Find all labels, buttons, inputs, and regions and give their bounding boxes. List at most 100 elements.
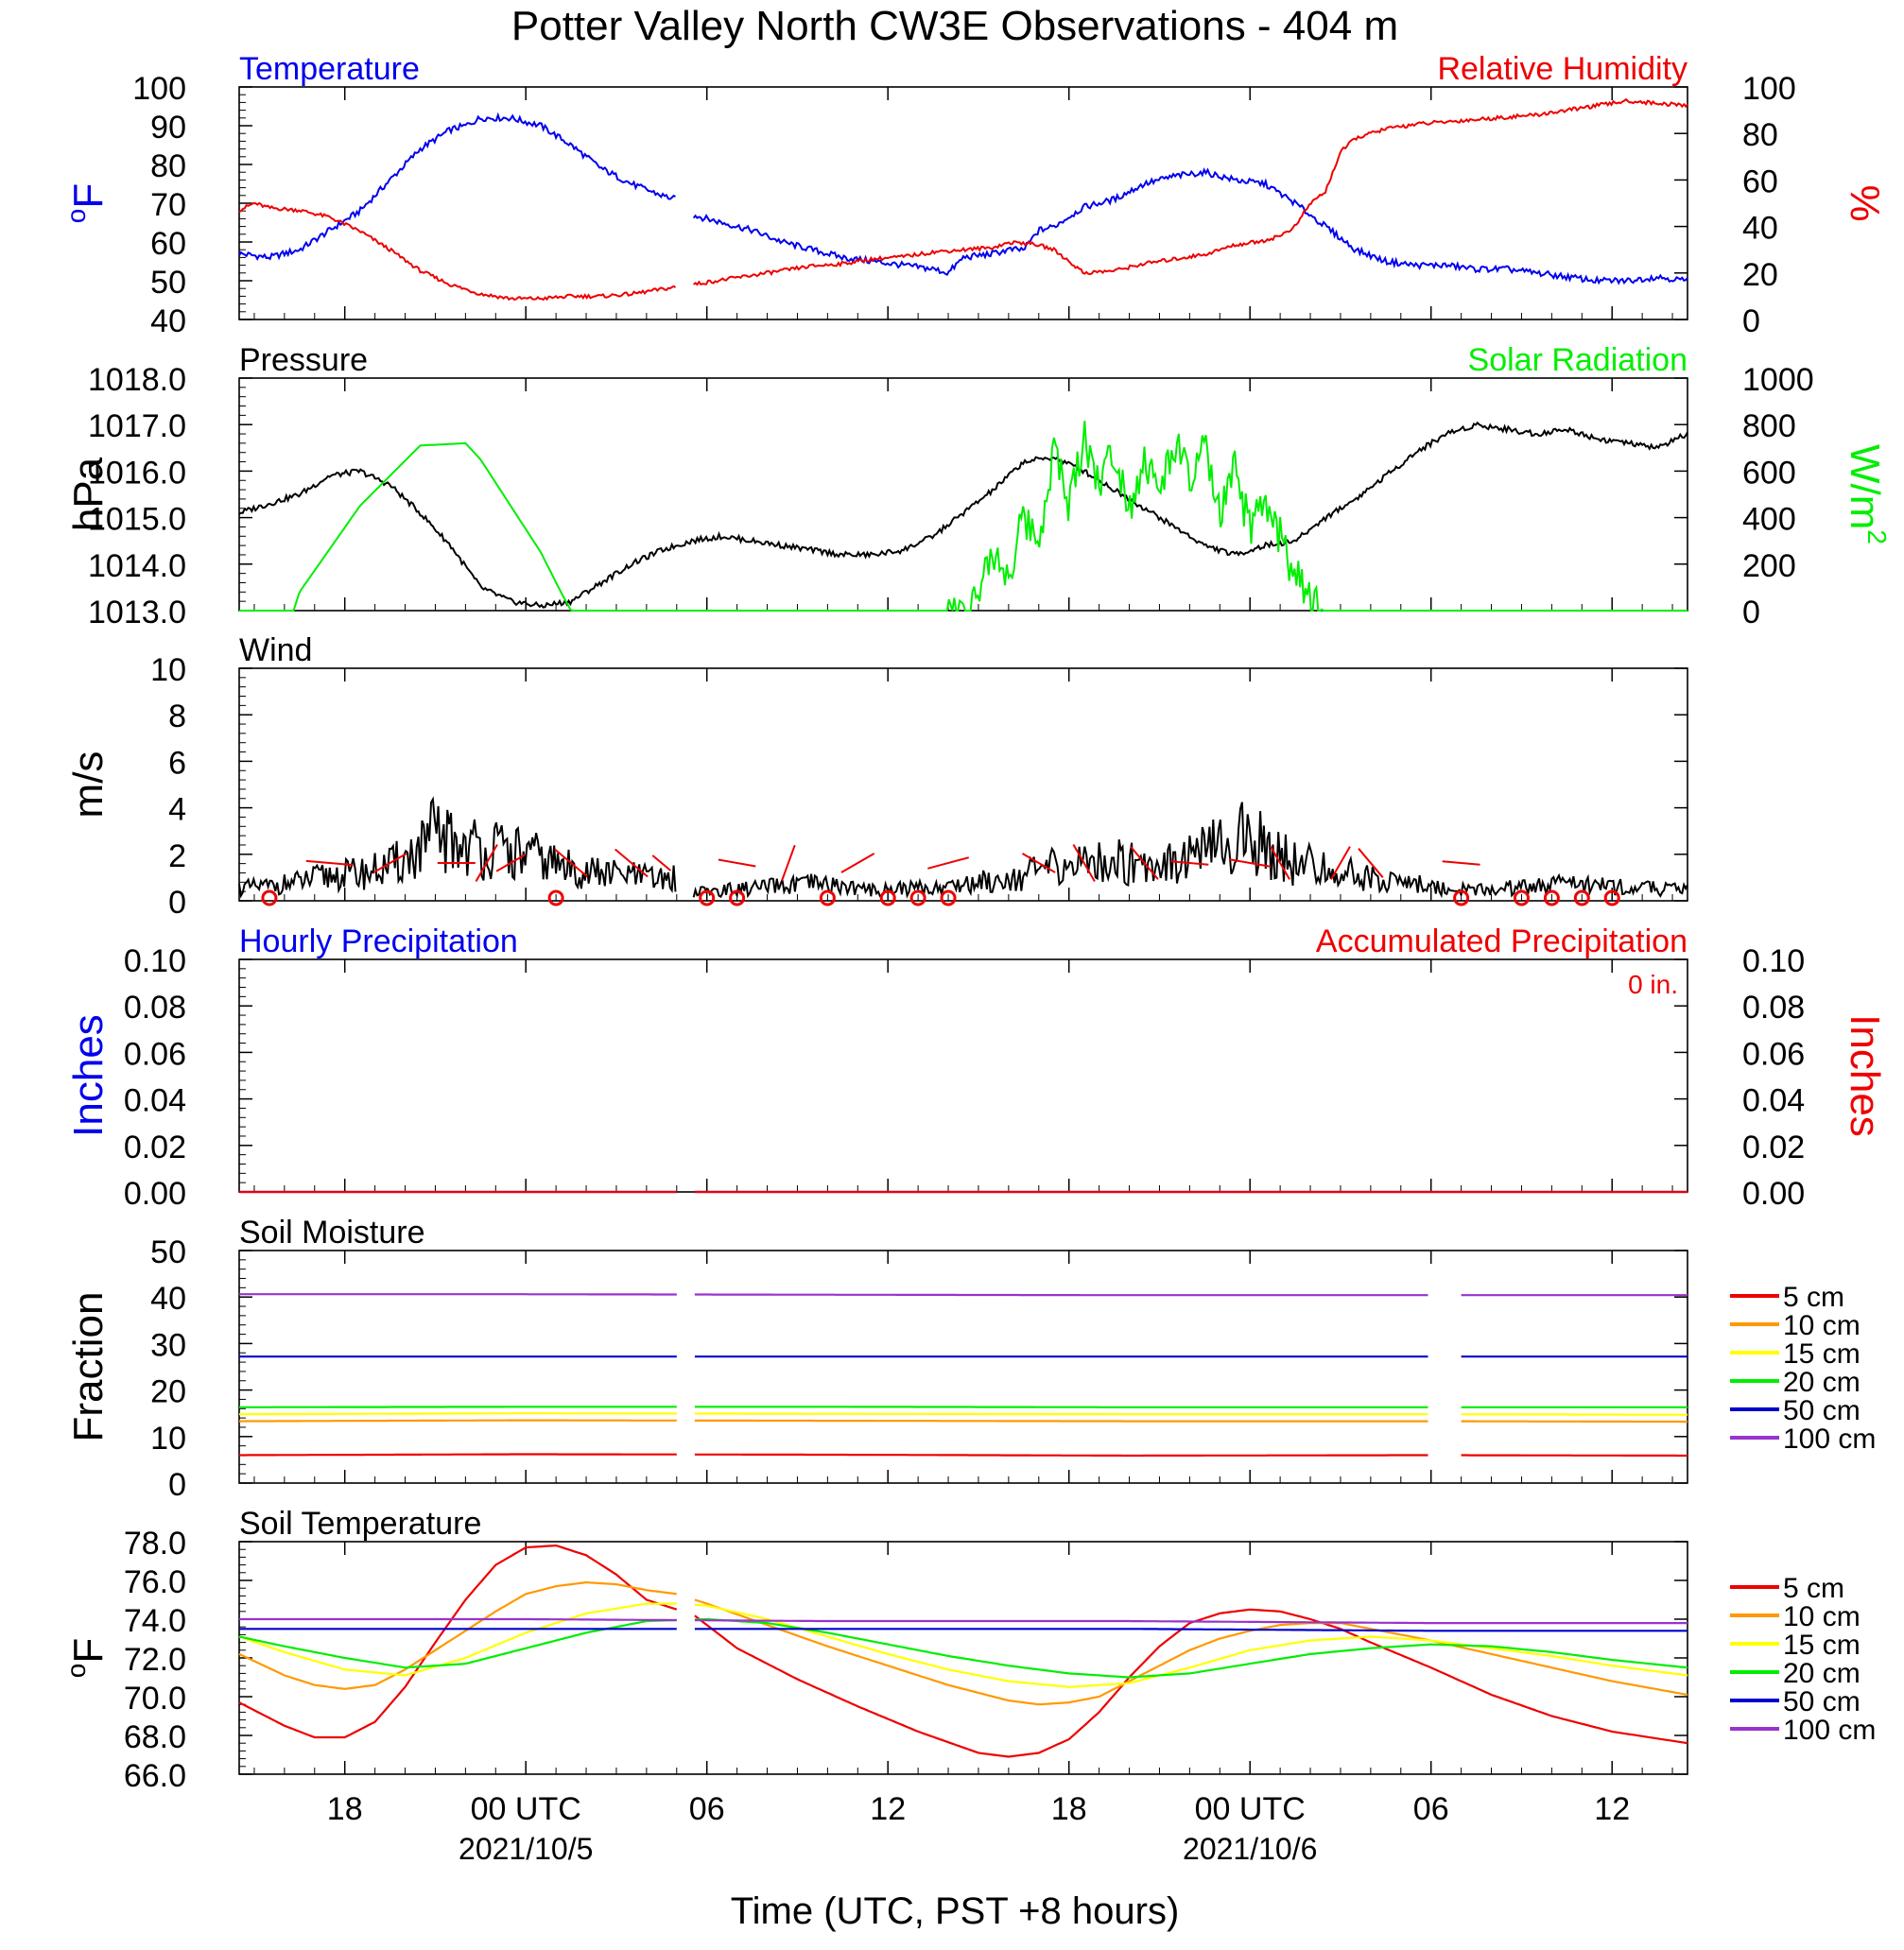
y-tick-label-left: 0.00 <box>124 1176 186 1212</box>
y-tick-label-left: 0 <box>168 1467 186 1503</box>
wind-barb <box>718 858 756 868</box>
y-tick-label-left: 6 <box>168 745 186 781</box>
y-axis-label-right: Inches <box>1842 1014 1888 1137</box>
y-tick-label-left: 10 <box>150 652 186 688</box>
wind-calm-circle <box>1453 889 1470 906</box>
wind-barb <box>614 848 649 878</box>
y-tick-label-right: 0.08 <box>1742 990 1805 1026</box>
y-tick-label-left: 1014.0 <box>88 548 186 584</box>
legend-label: 5 cm <box>1783 1282 1844 1313</box>
y-tick-label-left: 10 <box>150 1421 186 1457</box>
y-axis-label-left: oF <box>61 183 112 223</box>
x-tick-label: 18 <box>1051 1791 1087 1827</box>
x-tick-label: 00 UTC <box>471 1791 581 1827</box>
x-axis-label: Time (UTC, PST +8 hours) <box>731 1890 1180 1932</box>
legend-label: 50 cm <box>1783 1686 1861 1717</box>
series-line-10-cm <box>239 1419 1688 1424</box>
y-tick-label-right: 0.00 <box>1742 1176 1805 1212</box>
series-line-pressure <box>238 421 1688 609</box>
y-tick-label-left: 60 <box>150 226 186 262</box>
y-tick-label-right: 1000 <box>1742 362 1814 398</box>
panel-frame <box>238 1250 1688 1484</box>
wind-barb <box>1358 848 1384 878</box>
wind-barb <box>475 844 498 882</box>
wind-barb <box>927 856 970 870</box>
y-tick-label-left: 40 <box>150 303 186 339</box>
y-axis-label-left: hPa <box>65 457 112 531</box>
y-tick-label-left: 30 <box>150 1327 186 1363</box>
y-tick-label-left: 100 <box>132 71 186 107</box>
panel-wind: 0 2 4 6 8 10 Wind m/s <box>65 632 1688 921</box>
panel-title-left: Pressure <box>239 342 368 378</box>
series-line-50-cm <box>239 1628 1688 1632</box>
series-line-5-cm <box>239 1453 1688 1458</box>
y-tick-label-right: 0 <box>1742 303 1760 339</box>
y-tick-label-right: 100 <box>1742 71 1796 107</box>
y-tick-label-left: 1018.0 <box>88 362 186 398</box>
wind-barb <box>1442 860 1480 866</box>
wind-calm-circle <box>879 889 896 906</box>
y-tick-label-left: 80 <box>150 148 186 184</box>
y-tick-label-left: 90 <box>150 110 186 146</box>
y-tick-label-left: 1015.0 <box>88 502 186 538</box>
panel-title-left: Soil Moisture <box>239 1215 425 1251</box>
wind-barb <box>651 854 672 871</box>
y-axis-label-right: % <box>1842 184 1888 221</box>
y-tick-label-left: 1016.0 <box>88 455 186 491</box>
wind-barb <box>840 853 875 873</box>
y-tick-label-left: 50 <box>150 1234 186 1270</box>
y-tick-label-right: 0 <box>1742 595 1760 630</box>
series-line-15-cm <box>238 1602 1688 1688</box>
wind-barb <box>1072 844 1096 882</box>
y-tick-label-left: 20 <box>150 1374 186 1410</box>
wind-barb <box>781 844 796 882</box>
x-tick-label: 06 <box>689 1791 725 1827</box>
panel-title-left: Wind <box>239 632 312 668</box>
y-tick-label-left: 50 <box>150 265 186 301</box>
y-tick-label-right: 400 <box>1742 502 1796 538</box>
y-axis-label-left: Inches <box>65 1014 112 1137</box>
wind-barb <box>1270 846 1290 880</box>
panel-title-left: Hourly Precipitation <box>239 923 518 959</box>
y-tick-label-left: 8 <box>168 699 186 734</box>
legend-label: 10 cm <box>1783 1601 1861 1632</box>
x-tick-date-label: 2021/10/5 <box>459 1832 593 1866</box>
series-line-15-cm <box>239 1412 1688 1416</box>
wind-calm-circle <box>1513 889 1530 906</box>
y-tick-label-left: 0.04 <box>124 1083 186 1119</box>
y-tick-label-right: 80 <box>1742 117 1778 153</box>
wind-calm-circle <box>909 889 926 906</box>
x-tick-label: 06 <box>1413 1791 1449 1827</box>
x-tick-date-label: 2021/10/6 <box>1183 1832 1317 1866</box>
series-line-5-cm <box>238 1544 1688 1758</box>
x-tick-label: 12 <box>870 1791 906 1827</box>
y-axis-label-right: W/m2 <box>1842 444 1892 544</box>
x-tick-label: 18 <box>327 1791 363 1827</box>
legend-label: 10 cm <box>1783 1310 1861 1341</box>
y-tick-label-right: 800 <box>1742 408 1796 444</box>
wind-barb <box>1170 860 1209 866</box>
y-tick-label-right: 600 <box>1742 455 1796 491</box>
panel-title-left: Soil Temperature <box>239 1506 481 1542</box>
y-tick-label-left: 40 <box>150 1281 186 1317</box>
legend-label: 5 cm <box>1783 1573 1844 1604</box>
y-tick-label-right: 40 <box>1742 211 1778 247</box>
panel-title-right: Accumulated Precipitation <box>1316 923 1688 959</box>
x-axis: 18 00 UTC 2021/10/5 06 12 18 00 UTC 2021/10/6 06… <box>327 1791 1630 1866</box>
panel-precipitation: 0.00 0.02 0.04 0.06 0.08 0.10 0.00 0.02 0.04 0.06… <box>65 923 1888 1212</box>
series-line-10-cm <box>238 1580 1688 1706</box>
y-axis-label-left: Fraction <box>65 1292 112 1442</box>
series-line-wind-speed <box>238 796 1688 899</box>
y-tick-label-left: 70.0 <box>124 1681 186 1717</box>
y-tick-label-right: 0.06 <box>1742 1036 1805 1072</box>
x-tick-label: 00 UTC <box>1195 1791 1306 1827</box>
y-tick-label-left: 2 <box>168 838 186 874</box>
panel-title-left: Temperature <box>239 51 420 87</box>
legend-label: 15 cm <box>1783 1338 1861 1370</box>
y-tick-label-left: 74.0 <box>124 1603 186 1639</box>
